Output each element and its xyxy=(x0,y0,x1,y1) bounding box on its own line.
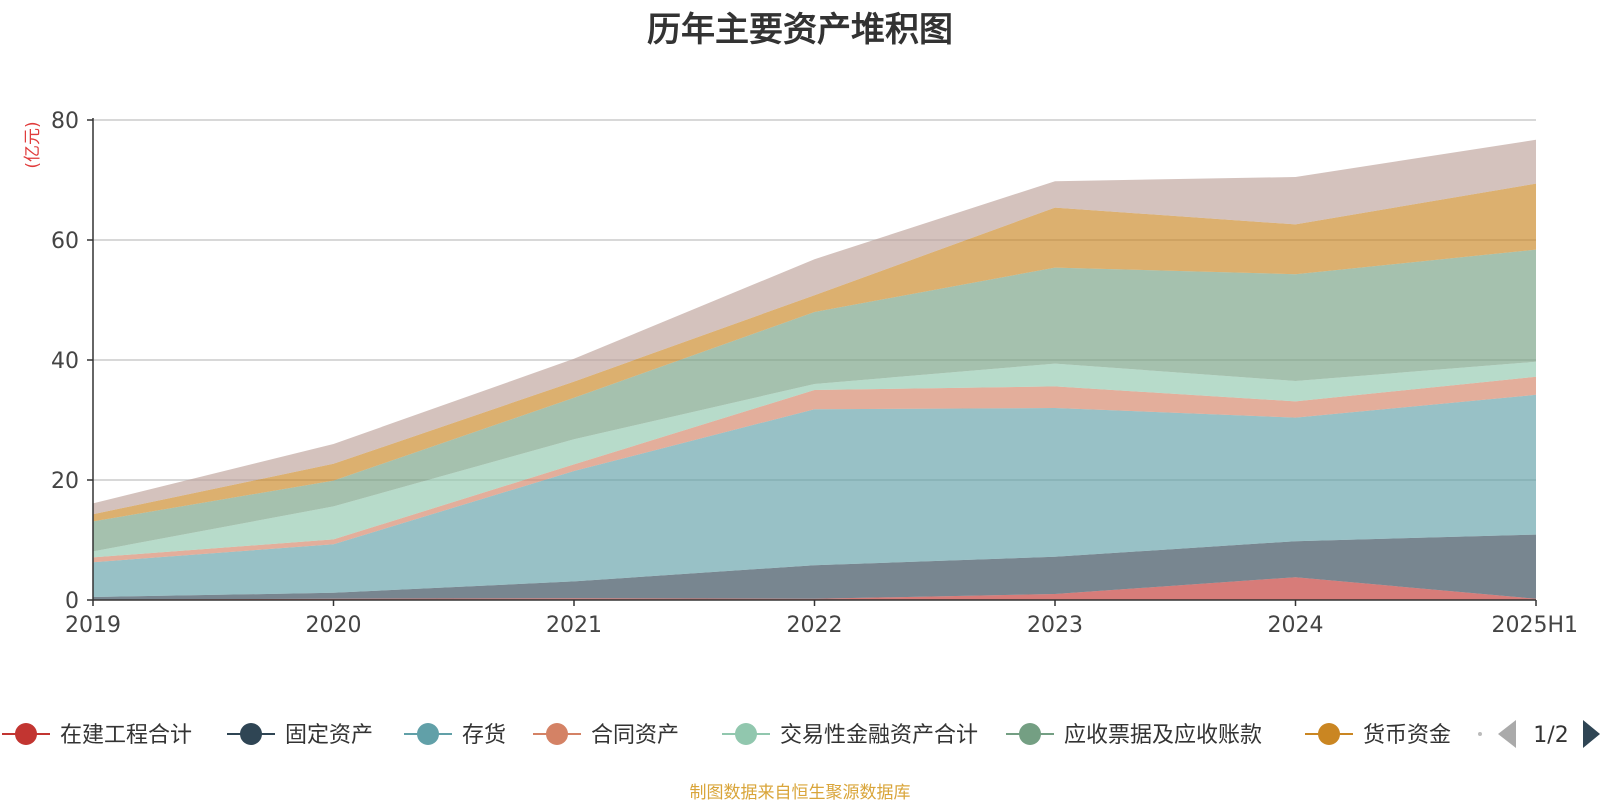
x-tick-label: 2023 xyxy=(1027,613,1083,638)
legend-item-6[interactable]: 货币资金 xyxy=(1305,723,1451,748)
legend-item-0[interactable]: 在建工程合计 xyxy=(2,723,192,748)
legend-label: 固定资产 xyxy=(285,723,373,748)
legend-item-5[interactable]: 应收票据及应收账款 xyxy=(1006,723,1262,748)
y-tick-label: 80 xyxy=(51,109,79,134)
x-tick-label: 2022 xyxy=(787,613,843,638)
area-series-0[interactable] xyxy=(93,577,1536,600)
x-tick-label: 2021 xyxy=(546,613,602,638)
legend-page-indicator: 1/2 xyxy=(1533,723,1568,748)
legend-item-4[interactable]: 交易性金融资产合计 xyxy=(722,723,978,748)
y-axis-unit-label: (亿元) xyxy=(23,121,43,168)
legend-next-page-icon[interactable] xyxy=(1583,720,1600,748)
legend-label: 交易性金融资产合计 xyxy=(780,723,978,748)
y-tick-label: 20 xyxy=(51,469,79,494)
legend[interactable]: 在建工程合计 固定资产 存货 合同资产 交易性金融资产合计 应收票据及应收账款 货币资金 1/… xyxy=(2,720,1600,748)
chart-title: 历年主要资产堆积图 xyxy=(647,10,953,50)
legend-item-3[interactable]: 合同资产 xyxy=(533,723,679,748)
x-tick-label: 2024 xyxy=(1268,613,1324,638)
area-series xyxy=(93,139,1536,600)
legend-circle-icon xyxy=(546,723,568,745)
area-series-1[interactable] xyxy=(93,534,1536,600)
legend-label: 合同资产 xyxy=(591,723,679,748)
legend-prev-page-icon[interactable] xyxy=(1498,720,1516,748)
axes: 0 20 40 60 80 2019 2020 2021 2022 2023 2024 2025H1 xyxy=(51,109,1578,638)
area-series-4[interactable] xyxy=(93,361,1536,558)
data-source-note: 制图数据来自恒生聚源数据库 xyxy=(689,783,911,803)
area-series-2[interactable] xyxy=(93,394,1536,597)
x-tick-label: 2025H1 xyxy=(1491,613,1578,638)
area-series-7[interactable] xyxy=(93,139,1536,515)
legend-circle-icon xyxy=(240,723,262,745)
legend-label: 存货 xyxy=(462,723,506,748)
legend-item-2[interactable]: 存货 xyxy=(404,723,506,748)
legend-item-1[interactable]: 固定资产 xyxy=(227,723,373,748)
y-tick-label: 0 xyxy=(65,589,79,614)
legend-label: 在建工程合计 xyxy=(60,723,192,748)
x-tick-label: 2019 xyxy=(65,613,121,638)
legend-circle-icon xyxy=(1019,723,1041,745)
legend-label: 货币资金 xyxy=(1363,723,1451,748)
area-series-3[interactable] xyxy=(93,376,1536,563)
y-tick-label: 60 xyxy=(51,229,79,254)
area-series-6[interactable] xyxy=(93,183,1536,522)
legend-circle-icon xyxy=(417,723,439,745)
legend-circle-icon xyxy=(1318,723,1340,745)
legend-label: 应收票据及应收账款 xyxy=(1064,723,1262,748)
y-tick-label: 40 xyxy=(51,349,79,374)
legend-overflow-dot-icon xyxy=(1478,732,1482,736)
area-series-5[interactable] xyxy=(93,249,1536,552)
x-tick-label: 2020 xyxy=(306,613,362,638)
legend-circle-icon xyxy=(15,723,37,745)
legend-circle-icon xyxy=(735,723,757,745)
